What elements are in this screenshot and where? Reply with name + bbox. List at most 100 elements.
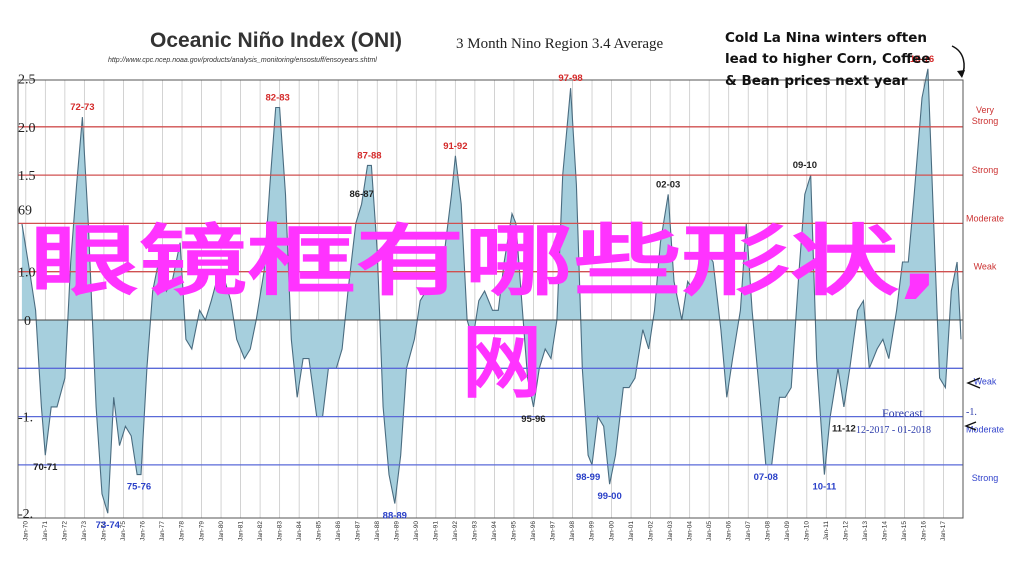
forecast-range: 12-2017 - 01-2018 [856, 425, 931, 436]
annotation-label: 70-71 [33, 462, 58, 473]
overlay-line-2: 网 [462, 316, 542, 409]
x-tick-label: Jan-97 [550, 521, 557, 541]
x-tick-label: Jan-81 [237, 521, 244, 541]
threshold-label: Very [976, 105, 995, 115]
x-tick-label: Jan-88 [374, 521, 381, 541]
x-tick-label: Jan-09 [784, 521, 791, 541]
x-tick-label: Jan-05 [706, 521, 713, 541]
annotation-label: 82-83 [266, 92, 290, 103]
x-tick-label: Jan-96 [530, 521, 537, 541]
y-tick-label: -2. [18, 507, 33, 522]
x-tick-label: Jan-92 [452, 521, 459, 541]
x-tick-label: Jan-75 [120, 521, 127, 541]
x-tick-label: Jan-86 [335, 521, 342, 541]
x-tick-label: Jan-73 [81, 521, 88, 541]
threshold-label: Weak [974, 262, 997, 272]
threshold-label: Strong [972, 116, 999, 126]
x-tick-label: Jan-85 [315, 521, 322, 541]
y-axis: 2.5 2.0 1.5 69 1.0 0 -1. -2. [18, 73, 36, 523]
y-tick-label: 2.5 [18, 73, 36, 88]
x-tick-label: Jan-17 [940, 521, 947, 541]
annotation-label: 75-76 [127, 482, 151, 493]
x-tick-label: Jan-78 [179, 521, 186, 541]
x-tick-label: Jan-70 [23, 521, 30, 541]
x-tick-label: Jan-84 [296, 521, 303, 541]
y-tick-label: 1.5 [18, 169, 36, 184]
note-line-2: lead to higher Corn, Coffee [725, 51, 930, 67]
x-tick-label: Jan-10 [804, 521, 811, 541]
x-tick-label: Jan-82 [257, 521, 264, 541]
annotation-label: 11-12 [832, 424, 856, 435]
x-tick-label: Jan-77 [159, 521, 166, 541]
x-tick-label: Jan-76 [140, 521, 147, 541]
x-tick-label: Jan-87 [354, 521, 361, 541]
annotation-label: 99-00 [597, 491, 621, 502]
threshold-label: Strong [972, 473, 999, 483]
chart-subtitle: 3 Month Nino Region 3.4 Average [456, 36, 664, 52]
x-tick-label: Jan-13 [862, 521, 869, 541]
x-tick-label: Jan-93 [472, 521, 479, 541]
x-tick-label: Jan-06 [725, 521, 732, 541]
x-tick-label: Jan-08 [764, 521, 771, 541]
forecast-value: -1. [966, 407, 977, 418]
x-tick-label: Jan-94 [491, 521, 498, 541]
x-tick-label: Jan-02 [647, 521, 654, 541]
annotation-label: 02-03 [656, 179, 680, 190]
x-tick-label: Jan-07 [745, 521, 752, 541]
y-tick-label: 2.0 [18, 121, 36, 136]
annotation-label: 98-99 [576, 472, 600, 483]
x-tick-label: Jan-71 [42, 521, 49, 541]
annotation-label: 09-10 [793, 160, 817, 171]
la-nina-note: Cold La Nina winters often lead to highe… [725, 30, 965, 89]
overlay-line-1: 眼镜框有哪些形状, [30, 218, 940, 307]
x-tick-label: Jan-95 [511, 521, 518, 541]
x-tick-label: Jan-80 [218, 521, 225, 541]
x-tick-label: Jan-72 [62, 521, 69, 541]
annotation-label: 73-74 [96, 520, 121, 531]
x-tick-label: Jan-90 [413, 521, 420, 541]
x-tick-label: Jan-74 [101, 521, 108, 541]
x-tick-label: Jan-16 [921, 521, 928, 541]
note-arrowhead [957, 70, 965, 78]
oni-line [21, 68, 962, 514]
x-tick-label: Jan-12 [843, 521, 850, 541]
x-tick-label: Jan-79 [198, 521, 205, 541]
y-tick-label: 1.0 [18, 266, 36, 281]
annotation-label: 72-73 [70, 102, 94, 113]
overlay-caption: 眼镜框有哪些形状, 网 [30, 218, 940, 409]
y-tick-label: 69 [18, 204, 32, 219]
x-tick-label: Jan-01 [628, 521, 635, 541]
source-url: http://www.cpc.ncep.noaa.gov/products/an… [108, 57, 377, 64]
threshold-label: Moderate [966, 425, 1004, 435]
x-tick-label: Jan-91 [433, 521, 440, 541]
y-tick-label: -1. [18, 411, 33, 426]
annotation-label: 10-11 [812, 482, 836, 493]
annotation-label: 87-88 [357, 150, 381, 161]
threshold-label: Weak [974, 376, 997, 386]
y-tick-label: 0 [24, 314, 31, 329]
forecast-arrow-upper [966, 377, 981, 389]
annotation-label: 07-08 [754, 472, 778, 483]
x-tick-label: Jan-83 [276, 521, 283, 541]
annotation-label: 91-92 [443, 141, 467, 152]
x-tick-label: Jan-14 [882, 521, 889, 541]
x-tick-label: Jan-15 [901, 521, 908, 541]
annotation-label: 86-87 [349, 189, 373, 200]
note-line-3: & Bean prices next year [725, 73, 908, 89]
x-tick-label: Jan-04 [686, 521, 693, 541]
annotation-label: 97-98 [558, 73, 582, 84]
annotation-label: 15-16 [910, 54, 934, 65]
event-annotations: 72-73 82-83 87-88 91-92 97-98 15-16 86-87 02-03… [33, 54, 934, 531]
x-axis: Jan-70 Jan-71 Jan-72 Jan-73 Jan-74 Jan-75 Jan-… [23, 521, 948, 541]
x-tick-label: Jan-11 [823, 521, 830, 541]
threshold-label: Moderate [966, 213, 1004, 223]
forecast-callout: Forecast 12-2017 - 01-2018 -1. [856, 377, 981, 436]
x-tick-label: Jan-03 [667, 521, 674, 541]
x-tick-label: Jan-99 [589, 521, 596, 541]
x-tick-label: Jan-98 [569, 521, 576, 541]
annotation-label: 88-89 [383, 511, 407, 522]
x-tick-label: Jan-89 [393, 521, 400, 541]
threshold-label: Strong [972, 165, 999, 175]
annotation-label: 95-96 [521, 414, 545, 425]
